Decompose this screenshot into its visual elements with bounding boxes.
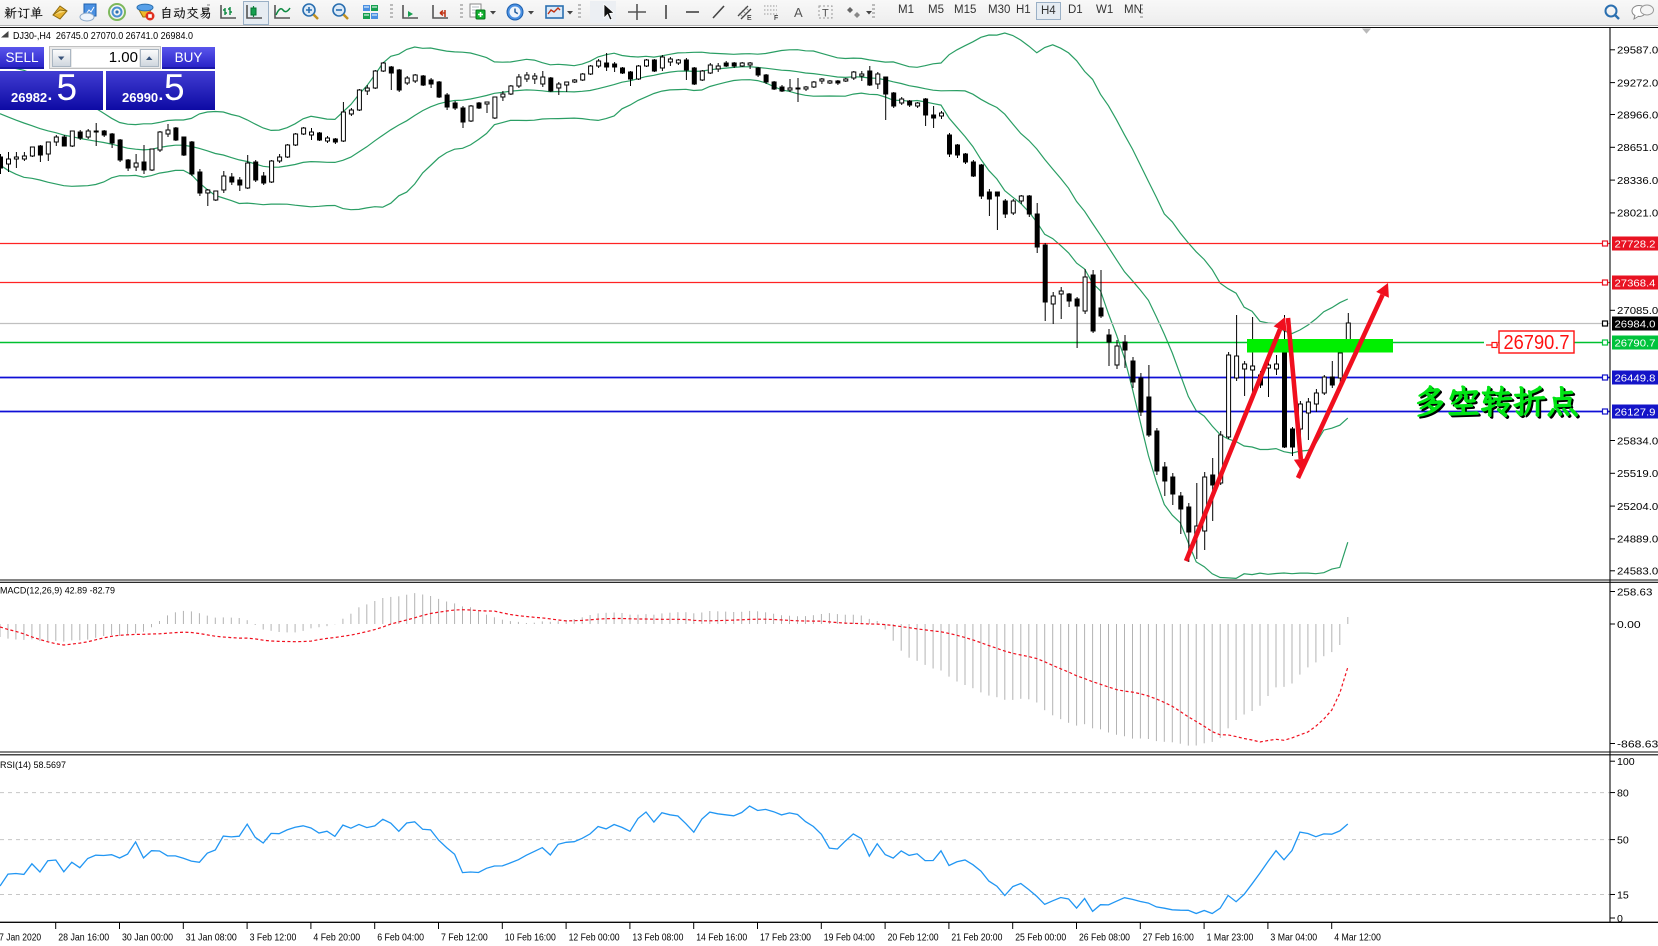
svg-text:-868.63: -868.63: [1617, 738, 1658, 750]
svg-text:0: 0: [1617, 913, 1623, 925]
svg-text:13 Feb 08:00: 13 Feb 08:00: [632, 932, 683, 944]
svg-text:21 Feb 20:00: 21 Feb 20:00: [951, 932, 1002, 944]
svg-text:30 Jan 00:00: 30 Jan 00:00: [122, 932, 173, 944]
svg-text:26984.0: 26984.0: [1615, 318, 1656, 330]
svg-text:4 Feb 20:00: 4 Feb 20:00: [313, 932, 360, 944]
svg-text:27 Jan 2020: 27 Jan 2020: [0, 932, 41, 944]
svg-text:29587.0: 29587.0: [1617, 45, 1658, 57]
svg-text:28966.0: 28966.0: [1617, 109, 1658, 121]
svg-text:26 Feb 08:00: 26 Feb 08:00: [1079, 932, 1130, 944]
svg-text:3 Feb 12:00: 3 Feb 12:00: [250, 932, 297, 944]
svg-text:A: A: [794, 5, 803, 20]
svg-text:17 Feb 23:00: 17 Feb 23:00: [760, 932, 811, 944]
svg-text:12 Feb 00:00: 12 Feb 00:00: [569, 932, 620, 944]
svg-text:0.00: 0.00: [1617, 619, 1641, 631]
svg-text:19 Feb 04:00: 19 Feb 04:00: [824, 932, 875, 944]
svg-text:14 Feb 16:00: 14 Feb 16:00: [696, 932, 747, 944]
svg-text:50: 50: [1617, 834, 1629, 846]
svg-text:27368.4: 27368.4: [1615, 277, 1656, 289]
svg-text:3 Mar 04:00: 3 Mar 04:00: [1270, 932, 1317, 944]
svg-text:25 Feb 00:00: 25 Feb 00:00: [1015, 932, 1066, 944]
svg-text:24889.0: 24889.0: [1617, 534, 1658, 546]
svg-text:25204.0: 25204.0: [1617, 501, 1658, 513]
svg-text:10 Feb 16:00: 10 Feb 16:00: [505, 932, 556, 944]
svg-text:27085.0: 27085.0: [1617, 305, 1658, 317]
svg-text:28 Jan 16:00: 28 Jan 16:00: [58, 932, 109, 944]
svg-text:28651.0: 28651.0: [1617, 142, 1658, 154]
svg-text:7 Feb 12:00: 7 Feb 12:00: [441, 932, 488, 944]
svg-text:MACD(12,26,9) 42.89 -82.79: MACD(12,26,9) 42.89 -82.79: [0, 586, 115, 597]
svg-text:1 Mar 23:00: 1 Mar 23:00: [1207, 932, 1254, 944]
svg-text:4 Mar 12:00: 4 Mar 12:00: [1334, 932, 1381, 944]
svg-text:20 Feb 12:00: 20 Feb 12:00: [888, 932, 939, 944]
svg-text:26790.7: 26790.7: [1504, 331, 1570, 354]
svg-text:258.63: 258.63: [1617, 586, 1653, 598]
svg-text:6 Feb 04:00: 6 Feb 04:00: [377, 932, 424, 944]
svg-text:29272.0: 29272.0: [1617, 77, 1658, 89]
svg-text:80: 80: [1617, 787, 1629, 799]
svg-text:25834.0: 25834.0: [1617, 435, 1658, 447]
svg-text:RSI(14) 58.5697: RSI(14) 58.5697: [0, 760, 66, 771]
svg-text:31 Jan 08:00: 31 Jan 08:00: [186, 932, 237, 944]
svg-text:15: 15: [1617, 889, 1629, 901]
svg-text:26449.8: 26449.8: [1615, 372, 1656, 384]
svg-text:25519.0: 25519.0: [1617, 468, 1658, 480]
svg-text:E: E: [747, 15, 752, 22]
svg-text:26790.7: 26790.7: [1615, 337, 1656, 349]
svg-text:27 Feb 16:00: 27 Feb 16:00: [1143, 932, 1194, 944]
svg-text:T: T: [822, 8, 829, 20]
svg-text:24583.0: 24583.0: [1617, 566, 1658, 578]
svg-text:DJ30-,H4 26745.0 27070.0 2674: DJ30-,H4 26745.0 27070.0 26741.0 26984.0: [13, 30, 193, 42]
svg-text:28021.0: 28021.0: [1617, 208, 1658, 220]
svg-text:26127.9: 26127.9: [1615, 406, 1656, 418]
svg-text:27728.2: 27728.2: [1615, 238, 1656, 250]
svg-text:100: 100: [1617, 756, 1635, 768]
svg-text:28336.0: 28336.0: [1617, 175, 1658, 187]
svg-text:F: F: [774, 15, 778, 22]
